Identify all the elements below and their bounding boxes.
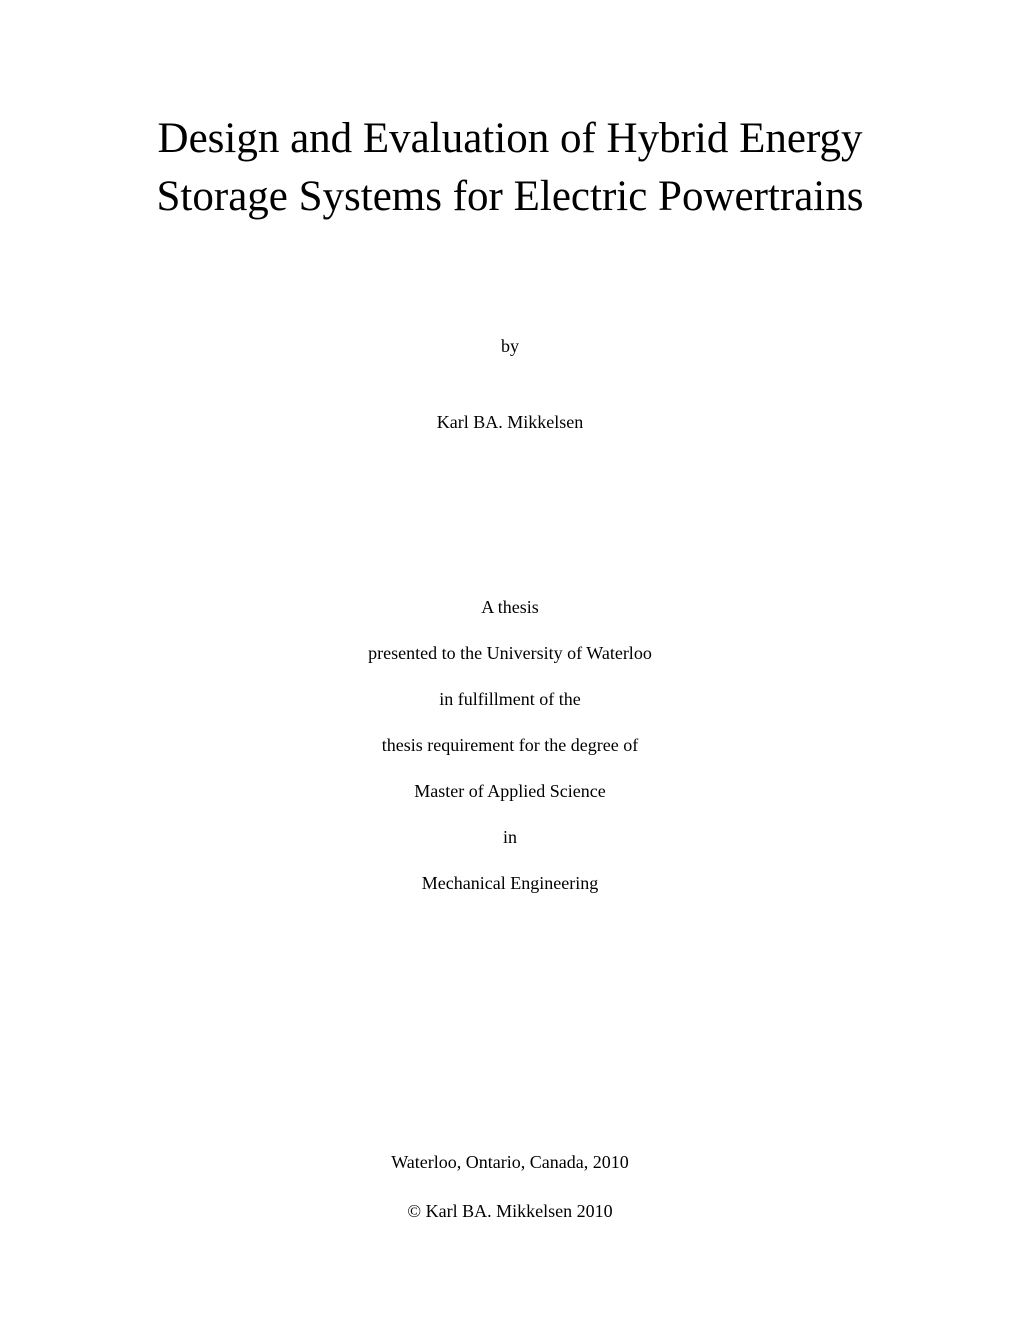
thesis-line-6: in — [90, 828, 930, 846]
author-name: Karl BA. Mikkelsen — [90, 412, 930, 433]
thesis-description-block: A thesis presented to the University of … — [90, 598, 930, 892]
by-label: by — [90, 336, 930, 357]
thesis-title: Design and Evaluation of Hybrid Energy S… — [90, 110, 930, 226]
thesis-line-3: in fulfillment of the — [90, 690, 930, 708]
title-line-2: Storage Systems for Electric Powertrains — [157, 173, 864, 220]
thesis-line-4: thesis requirement for the degree of — [90, 736, 930, 754]
thesis-line-5: Master of Applied Science — [90, 782, 930, 800]
thesis-line-7: Mechanical Engineering — [90, 874, 930, 892]
location-year: Waterloo, Ontario, Canada, 2010 — [90, 1152, 930, 1173]
thesis-line-2: presented to the University of Waterloo — [90, 644, 930, 662]
title-line-1: Design and Evaluation of Hybrid Energy — [158, 115, 863, 162]
copyright-notice: © Karl BA. Mikkelsen 2010 — [90, 1201, 930, 1222]
thesis-line-1: A thesis — [90, 598, 930, 616]
thesis-title-page: Design and Evaluation of Hybrid Energy S… — [0, 0, 1020, 1320]
footer-block: Waterloo, Ontario, Canada, 2010 © Karl B… — [90, 1152, 930, 1222]
